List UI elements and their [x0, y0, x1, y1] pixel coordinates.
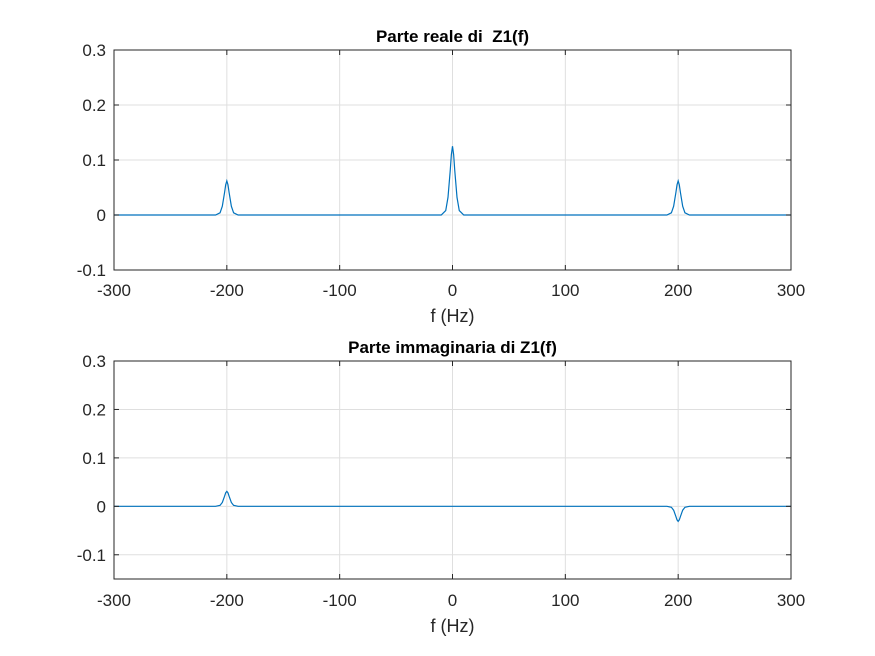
y-tick-label: 0	[97, 206, 106, 225]
x-tick-label: 100	[551, 591, 579, 610]
x-tick-label: 0	[448, 591, 457, 610]
x-axis-label: f (Hz)	[431, 616, 475, 636]
imaginary-part-axes: -300 -200 -100 0 100 200 300 -0.1 0 0.1 0.2 0.3 Part…	[77, 338, 805, 636]
x-tick-label: 200	[664, 591, 692, 610]
x-tick-label: -100	[323, 591, 357, 610]
y-tick-label: 0.1	[82, 151, 106, 170]
y-tick-label: 0.1	[82, 449, 106, 468]
x-tick-label: 0	[448, 281, 457, 300]
y-tick-label: 0.2	[82, 96, 106, 115]
x-tick-label: -200	[210, 591, 244, 610]
y-tick-label: -0.1	[77, 546, 106, 565]
y-tick-label: 0	[97, 497, 106, 516]
y-tick-label: 0.3	[82, 352, 106, 371]
chart-title: Parte immaginaria di Z1(f)	[348, 338, 557, 357]
y-tick-label: -0.1	[77, 261, 106, 280]
x-tick-label: 300	[777, 591, 805, 610]
x-tick-label: 200	[664, 281, 692, 300]
x-tick-label: 100	[551, 281, 579, 300]
x-tick-label: -200	[210, 281, 244, 300]
x-tick-label: 300	[777, 281, 805, 300]
x-tick-label: -100	[323, 281, 357, 300]
chart-title: Parte reale di Z1(f)	[376, 27, 529, 46]
y-tick-label: 0.2	[82, 400, 106, 419]
x-axis-label: f (Hz)	[431, 306, 475, 326]
x-tick-label: -300	[97, 591, 131, 610]
x-tick-label: -300	[97, 281, 131, 300]
y-tick-label: 0.3	[82, 41, 106, 60]
real-part-axes: -300 -200 -100 0 100 200 300 -0.1 0 0.1 0.2 0.3 Part…	[77, 27, 805, 326]
